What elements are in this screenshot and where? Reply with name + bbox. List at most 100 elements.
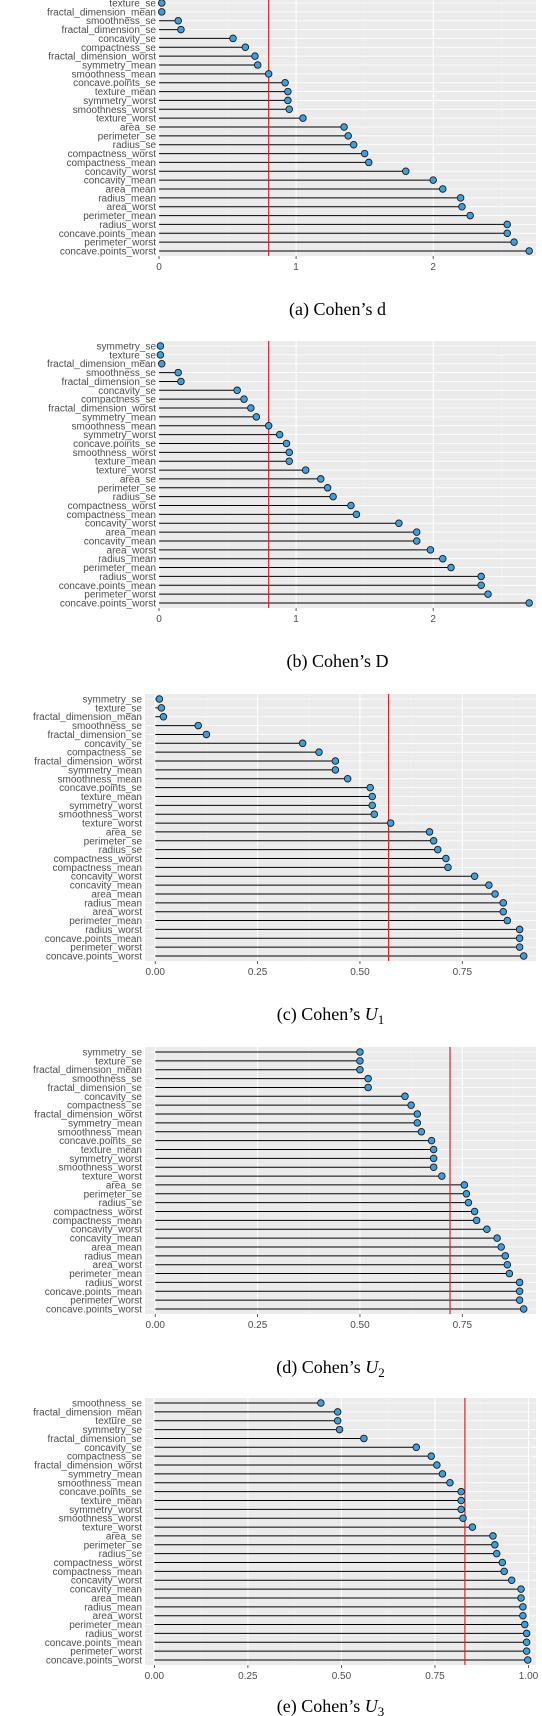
- y-tick-label: concave.points_worst: [46, 952, 142, 963]
- lollipop-point-fractal_dimension_worst: [331, 757, 340, 765]
- y-tick-label: area_se: [106, 1180, 143, 1191]
- y-tick-label: texture_se: [109, 350, 156, 361]
- lollipop-point-compactness_mean: [352, 510, 361, 519]
- lollipop-point-area_se: [489, 1532, 497, 1540]
- y-tick-label: radius_worst: [99, 572, 156, 583]
- y-tick-label: symmetry_mean: [82, 61, 156, 72]
- y-tick-label: fractal_dimension_worst: [48, 404, 156, 415]
- y-tick-label: texture_worst: [82, 1172, 142, 1183]
- lollipop-point-smoothness_worst: [429, 1163, 438, 1171]
- lollipop-point-concavity_mean: [493, 1234, 501, 1242]
- y-tick-label: symmetry_worst: [83, 430, 156, 441]
- y-tick-label: radius_mean: [98, 193, 156, 204]
- lollipop-point-concavity_worst: [395, 519, 403, 527]
- lollipop-point-perimeter_mean: [521, 1620, 529, 1629]
- chart-panel-1: texture_sefractal_dimension_meansmoothne…: [47, 0, 536, 320]
- y-tick-label: smoothness_mean: [72, 69, 157, 80]
- y-tick-label: smoothness_worst: [73, 105, 157, 116]
- subfigure-caption: (a) Cohen’s d: [289, 299, 386, 320]
- lollipop-point-perimeter_worst: [522, 1647, 531, 1655]
- y-tick-label: smoothness_mean: [58, 1127, 143, 1138]
- y-tick-label: area_se: [106, 827, 143, 838]
- lollipop-point-radius_se: [329, 492, 337, 501]
- lollipop-point-symmetry_worst: [275, 430, 284, 439]
- y-tick-label: symmetry_se: [83, 1048, 143, 1059]
- chart-panel-3: symmetry_setexture_sefractal_dimension_m…: [33, 694, 536, 1027]
- lollipop-point-radius_mean: [499, 899, 507, 907]
- caption-math: U: [365, 1004, 379, 1024]
- lollipop-point-radius_worst: [477, 572, 485, 581]
- y-tick-label: perimeter_worst: [70, 943, 142, 954]
- y-tick-label: concave.points_se: [73, 439, 156, 450]
- y-tick-label: area_se: [106, 1531, 143, 1542]
- chart-panel-4: symmetry_setexture_sefractal_dimension_m…: [33, 1047, 536, 1380]
- y-tick-label: compactness_mean: [53, 863, 143, 874]
- y-tick-label: smoothness_worst: [59, 810, 143, 821]
- y-tick-label: perimeter_se: [84, 1540, 143, 1551]
- lollipop-point-concave.points_worst: [519, 1305, 528, 1313]
- subfigure-caption: (b) Cohen’s D: [287, 651, 389, 672]
- lollipop-point-smoothness_worst: [285, 105, 293, 114]
- x-tick-label: 0: [156, 262, 162, 273]
- y-tick-label: perimeter_se: [84, 1189, 143, 1200]
- y-tick-label: concavity_mean: [70, 881, 142, 892]
- lollipop-point-compactness_worst: [442, 854, 450, 863]
- y-tick-label: area_worst: [93, 1611, 143, 1622]
- y-tick-label: smoothness_se: [72, 1074, 142, 1085]
- y-tick-label: concavity_worst: [71, 1576, 142, 1587]
- plot-background: [159, 341, 536, 608]
- y-tick-label: texture_mean: [95, 87, 156, 98]
- y-tick-label: area_worst: [107, 545, 157, 556]
- y-tick-label: concavity_worst: [71, 872, 142, 883]
- lollipop-point-perimeter_worst: [510, 238, 518, 246]
- y-tick-label: concave.points_se: [73, 78, 156, 89]
- lollipop-point-perimeter_se: [462, 1190, 471, 1198]
- y-tick-label: fractal_dimension_se: [48, 1083, 143, 1094]
- lollipop-point-perimeter_se: [323, 484, 332, 492]
- y-tick-label: texture_worst: [82, 819, 142, 830]
- lollipop-point-texture_worst: [468, 1523, 477, 1531]
- lollipop-point-radius_worst: [503, 220, 511, 229]
- lollipop-point-concavity_mean: [485, 881, 493, 889]
- chart-panel-5: smoothness_sefractal_dimension_meantextu…: [33, 1398, 539, 1716]
- lollipop-point-concavity_se: [233, 386, 241, 395]
- y-tick-label: fractal_dimension_mean: [33, 1065, 142, 1076]
- lollipop-point-area_worst: [458, 202, 466, 211]
- y-tick-label: perimeter_se: [98, 483, 157, 494]
- lollipop-point-perimeter_mean: [466, 211, 474, 220]
- lollipop-point-symmetry_se: [335, 1425, 344, 1434]
- y-tick-label: symmetry_se: [83, 1425, 143, 1436]
- caption-text: Cohen’s: [301, 1004, 365, 1024]
- y-tick-label: fractal_dimension_mean: [33, 1407, 142, 1418]
- x-tick-label: 0.75: [453, 1320, 473, 1331]
- y-tick-label: perimeter_se: [98, 131, 157, 142]
- y-tick-label: concave.points_mean: [45, 1287, 142, 1298]
- lollipop-point-perimeter_worst: [515, 1296, 524, 1304]
- lollipop-point-symmetry_se: [156, 342, 165, 350]
- lollipop-point-fractal_dimension_mean: [157, 359, 166, 368]
- lollipop-point-radius_mean: [519, 1603, 527, 1611]
- y-tick-label: smoothness_se: [72, 721, 142, 732]
- y-tick-label: area_mean: [91, 1593, 142, 1604]
- lollipop-point-compactness_worst: [498, 1558, 507, 1567]
- x-tick-label: 1: [293, 262, 299, 273]
- y-tick-label: compactness_mean: [67, 158, 157, 169]
- lollipop-point-concavity_mean: [429, 176, 437, 184]
- lollipop-point-smoothness_se: [364, 1074, 372, 1083]
- lollipop-point-area_mean: [491, 890, 499, 898]
- y-tick-label: symmetry_mean: [68, 765, 142, 776]
- lollipop-point-radius_se: [492, 1549, 501, 1558]
- lollipop-point-concave.points_mean: [477, 581, 485, 590]
- y-tick-label: symmetry_worst: [69, 1154, 142, 1165]
- lollipop-point-perimeter_se: [491, 1541, 499, 1549]
- lollipop-point-compactness_se: [407, 1101, 415, 1109]
- y-tick-label: concavity_se: [98, 386, 156, 397]
- y-tick-label: area_mean: [91, 1242, 142, 1253]
- lollipop-point-fractal_dimension_worst: [247, 404, 255, 412]
- lollipop-point-texture_worst: [301, 466, 310, 474]
- y-tick-label: concave.points_mean: [59, 581, 156, 592]
- x-tick-label: 0: [156, 614, 162, 625]
- lollipop-point-concavity_worst: [470, 872, 479, 880]
- lollipop-point-smoothness_mean: [417, 1128, 426, 1136]
- y-tick-label: area_mean: [105, 528, 156, 539]
